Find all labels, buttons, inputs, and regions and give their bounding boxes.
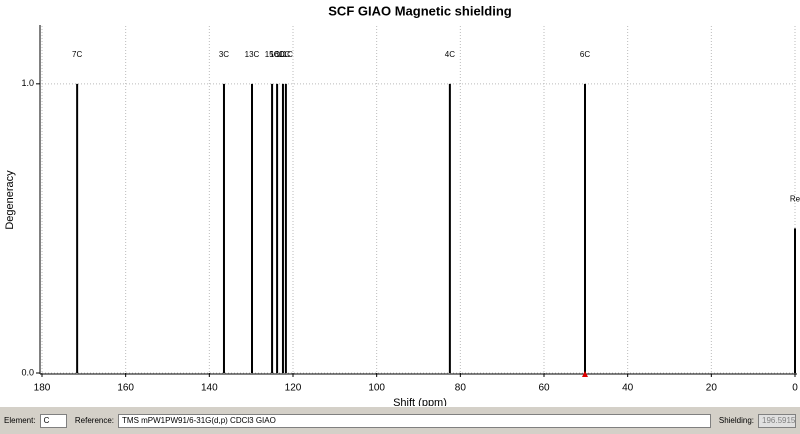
chart-title: SCF GIAO Magnetic shielding xyxy=(328,3,512,18)
x-axis-label: Shift (ppm) xyxy=(393,397,447,406)
peak-label: 15C xyxy=(265,50,280,59)
peak-label: 13C xyxy=(245,50,260,59)
x-tick-label: 20 xyxy=(706,383,718,394)
y-axis-label: Degeneracy xyxy=(4,170,16,230)
chart: SCF GIAO Magnetic shielding Shift (ppm) … xyxy=(0,0,800,406)
x-tick-label: 60 xyxy=(538,383,550,394)
x-tick-label: 40 xyxy=(622,383,634,394)
element-label: Element: xyxy=(4,416,36,425)
peak-label: 7C xyxy=(72,50,82,59)
shielding-label: Shielding: xyxy=(718,416,754,425)
peak-label: 10C xyxy=(276,50,291,59)
peak-label: Re xyxy=(790,195,800,204)
x-tick-label: 80 xyxy=(455,383,467,394)
x-tick-label: 180 xyxy=(34,383,51,394)
x-tick-label: 120 xyxy=(285,383,302,394)
x-tick-label: 140 xyxy=(201,383,218,394)
peak-label: 6C xyxy=(580,50,590,59)
marker xyxy=(582,371,588,377)
peak-label: 11C xyxy=(279,50,293,59)
shielding-input: 196.5915 xyxy=(758,413,796,428)
y-tick-label: 0.0 xyxy=(21,367,34,377)
element-select[interactable]: C xyxy=(39,413,67,428)
reference-label: Reference: xyxy=(74,416,115,425)
peak-label: 3C xyxy=(219,50,229,59)
toolbar: Element: C Reference: TMS mPW1PW91/6-31G… xyxy=(0,406,800,434)
x-tick-label: 0 xyxy=(792,383,798,394)
reference-select[interactable]: TMS mPW1PW91/6-31G(d,p) CDCl3 GIAO xyxy=(118,413,711,428)
x-tick-label: 160 xyxy=(117,383,134,394)
y-tick-label: 1.0 xyxy=(21,78,34,88)
x-tick-label: 100 xyxy=(368,383,385,394)
peak-label: 16C xyxy=(270,50,285,59)
peak-label: 4C xyxy=(445,50,455,59)
